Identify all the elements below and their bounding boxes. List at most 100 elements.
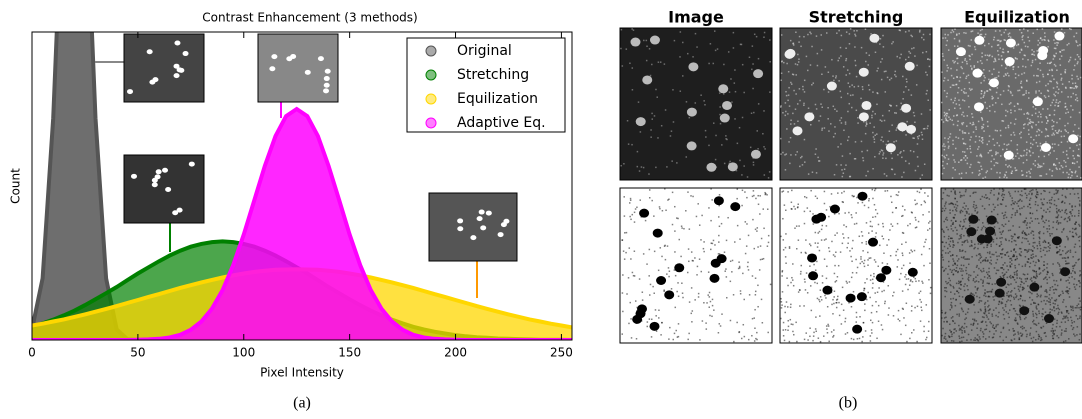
blob <box>189 162 195 167</box>
noise <box>988 141 990 143</box>
noise <box>989 251 991 253</box>
noise <box>1053 125 1055 127</box>
noise <box>982 119 984 121</box>
noise <box>790 304 792 306</box>
noise <box>1035 108 1037 110</box>
noise <box>785 169 787 171</box>
noise <box>956 230 958 232</box>
noise <box>1008 144 1010 146</box>
noise <box>1000 94 1002 96</box>
noise <box>1044 156 1046 158</box>
noise <box>766 194 768 196</box>
noise <box>851 217 853 219</box>
noise <box>1001 257 1003 259</box>
noise <box>985 55 987 57</box>
noise <box>809 336 811 338</box>
noise <box>1075 244 1077 246</box>
noise <box>929 59 931 61</box>
noise <box>953 245 955 247</box>
noise <box>1044 247 1046 249</box>
noise <box>884 173 886 175</box>
noise <box>843 309 845 311</box>
noise <box>736 198 738 200</box>
noise <box>1057 105 1059 107</box>
noise <box>839 120 841 122</box>
noise <box>663 291 665 293</box>
noise <box>1067 217 1069 219</box>
noise <box>793 206 795 208</box>
noise <box>857 202 859 204</box>
noise <box>962 112 964 114</box>
noise <box>1038 129 1040 131</box>
noise <box>984 91 986 93</box>
noise <box>1038 310 1040 312</box>
noise <box>1020 255 1022 256</box>
noise <box>806 197 808 199</box>
noise <box>681 227 683 229</box>
noise <box>1004 174 1006 176</box>
noise <box>1022 334 1024 336</box>
noise <box>1053 164 1055 166</box>
noise <box>861 47 863 49</box>
noise <box>1020 132 1022 134</box>
noise <box>781 34 783 36</box>
noise <box>674 40 676 42</box>
noise <box>815 331 817 333</box>
noise <box>1054 200 1056 202</box>
noise <box>825 238 827 240</box>
noise <box>914 307 916 309</box>
noise <box>719 92 721 94</box>
noise <box>1066 109 1068 111</box>
noise <box>945 189 947 191</box>
noise <box>1053 303 1055 305</box>
noise <box>1056 299 1058 301</box>
noise <box>1016 256 1018 258</box>
noise <box>1054 105 1056 107</box>
noise <box>868 200 870 202</box>
noise <box>924 200 926 202</box>
noise <box>887 141 889 143</box>
noise <box>1033 238 1035 240</box>
noise <box>1011 339 1013 341</box>
noise <box>883 252 885 254</box>
noise <box>1064 330 1066 332</box>
noise <box>1029 227 1031 229</box>
noise <box>867 150 869 152</box>
noise <box>1015 317 1017 319</box>
noise <box>1053 99 1055 101</box>
noise <box>950 99 952 101</box>
noise <box>1035 255 1037 257</box>
noise <box>1036 197 1038 199</box>
noise <box>965 270 967 272</box>
noise <box>998 304 1000 306</box>
noise <box>909 338 911 340</box>
noise <box>1014 330 1016 332</box>
noise <box>946 96 948 98</box>
noise <box>928 330 930 332</box>
blob <box>650 322 660 331</box>
noise <box>801 265 803 267</box>
noise <box>948 236 950 238</box>
noise <box>1067 132 1069 134</box>
noise <box>976 280 978 282</box>
noise <box>857 117 859 119</box>
noise <box>739 160 741 162</box>
noise <box>834 291 836 293</box>
noise <box>1027 46 1029 48</box>
noise <box>909 284 911 286</box>
noise <box>706 302 708 304</box>
noise <box>982 139 984 141</box>
noise <box>912 281 914 283</box>
noise <box>1032 62 1034 64</box>
noise <box>755 277 757 279</box>
noise <box>721 313 723 315</box>
noise <box>1067 141 1069 143</box>
legend-label: Original <box>457 43 512 59</box>
noise <box>1045 311 1047 313</box>
noise <box>793 42 795 44</box>
noise <box>946 163 948 165</box>
noise <box>1067 123 1069 125</box>
image <box>941 188 1082 343</box>
noise <box>984 93 986 95</box>
noise <box>956 233 958 235</box>
